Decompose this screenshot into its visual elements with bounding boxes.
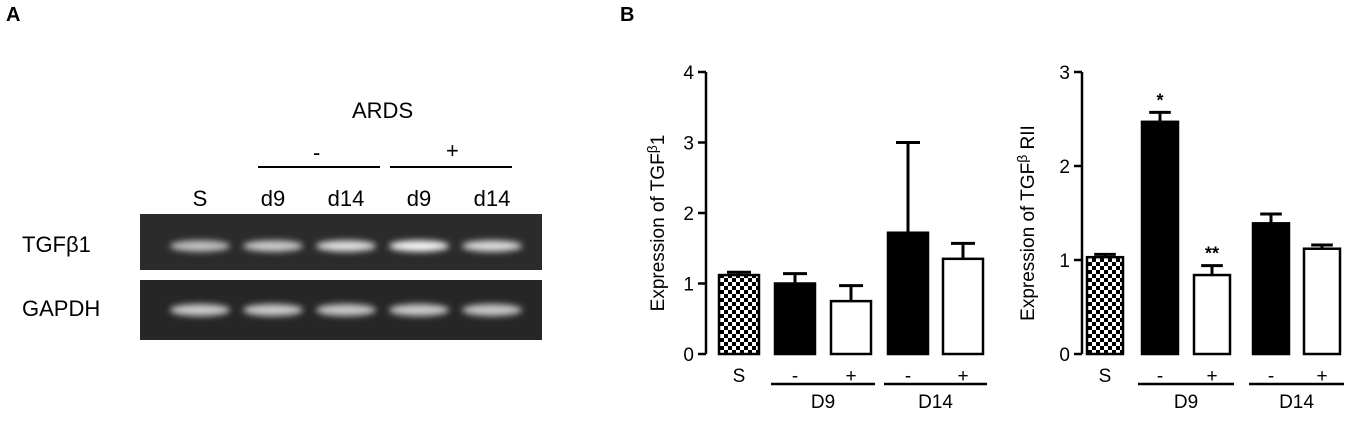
category-label: - [1268,366,1274,387]
group-label: D14 [918,392,953,413]
bar [717,273,761,356]
gel-band [389,240,449,252]
tgfb1-expression-chart: 0 1 2 3 4 Expression of TGFβ1 S - + - + D9 D14 [644,63,987,413]
panel-a-letter: A [6,4,21,26]
group-label: D9 [811,392,835,413]
group-label: D9 [1174,392,1198,413]
panel-b-letter: B [620,4,635,26]
category-label: - [1157,366,1163,387]
bar [1251,222,1291,356]
bar [886,231,930,356]
y-tick-label: 3 [1059,63,1070,84]
y-tick-label: 0 [683,345,694,366]
lane-label: d9 [406,186,432,211]
gel-band [170,304,230,316]
plus-label: + [446,138,459,163]
y-tick-label: 2 [1059,157,1070,178]
gel-band [170,240,230,252]
tgfb-rii-expression-chart: 0 1 2 3 Expression of TGFβ RII S - * + ** - + D9 D14 [1014,63,1344,413]
lane-label: d14 [473,186,511,211]
plus-group-line [390,166,512,168]
y-tick-label: 4 [683,63,694,84]
y-tick-label: 3 [683,134,694,155]
bar [1140,120,1180,356]
significance-label: ** [1205,244,1219,264]
y-axis-label: Expression of TGFβ RII [1014,125,1039,321]
category-label: - [905,366,911,387]
group-label: D14 [1279,392,1314,413]
gel-band [462,304,522,316]
lane-label: S [192,186,208,211]
gel-row-label-tgfb1: TGFβ1 [22,232,91,257]
lane-label: d14 [327,186,365,211]
ards-label: ARDS [352,98,414,123]
minus-label: - [313,140,321,165]
gel-band [243,240,303,252]
bar [1302,247,1342,356]
category-label: + [845,366,856,387]
lane-label: d9 [260,186,286,211]
gel-band [462,240,522,252]
bar [1085,255,1125,356]
significance-label: * [1156,90,1163,110]
bar [773,282,817,356]
bar [941,257,985,356]
category-label: + [1316,366,1327,387]
y-tick-label: 1 [683,275,694,296]
y-tick-label: 0 [1059,345,1070,366]
y-axis-label: Expression of TGFβ1 [644,135,669,312]
y-tick-label: 1 [1059,251,1070,272]
y-tick-label: 2 [683,204,694,225]
gel-band [316,304,376,316]
bar [1192,273,1232,356]
category-label: S [733,366,746,387]
gel-band [243,304,303,316]
gel-band [389,304,449,316]
minus-group-line [258,166,380,168]
category-label: S [1099,366,1112,387]
gel-row-label-gapdh: GAPDH [22,296,101,321]
gel-band [316,240,376,252]
gel-blot [140,214,542,340]
category-label: + [957,366,968,387]
category-label: - [792,366,798,387]
bar [829,299,873,356]
category-label: + [1206,366,1217,387]
